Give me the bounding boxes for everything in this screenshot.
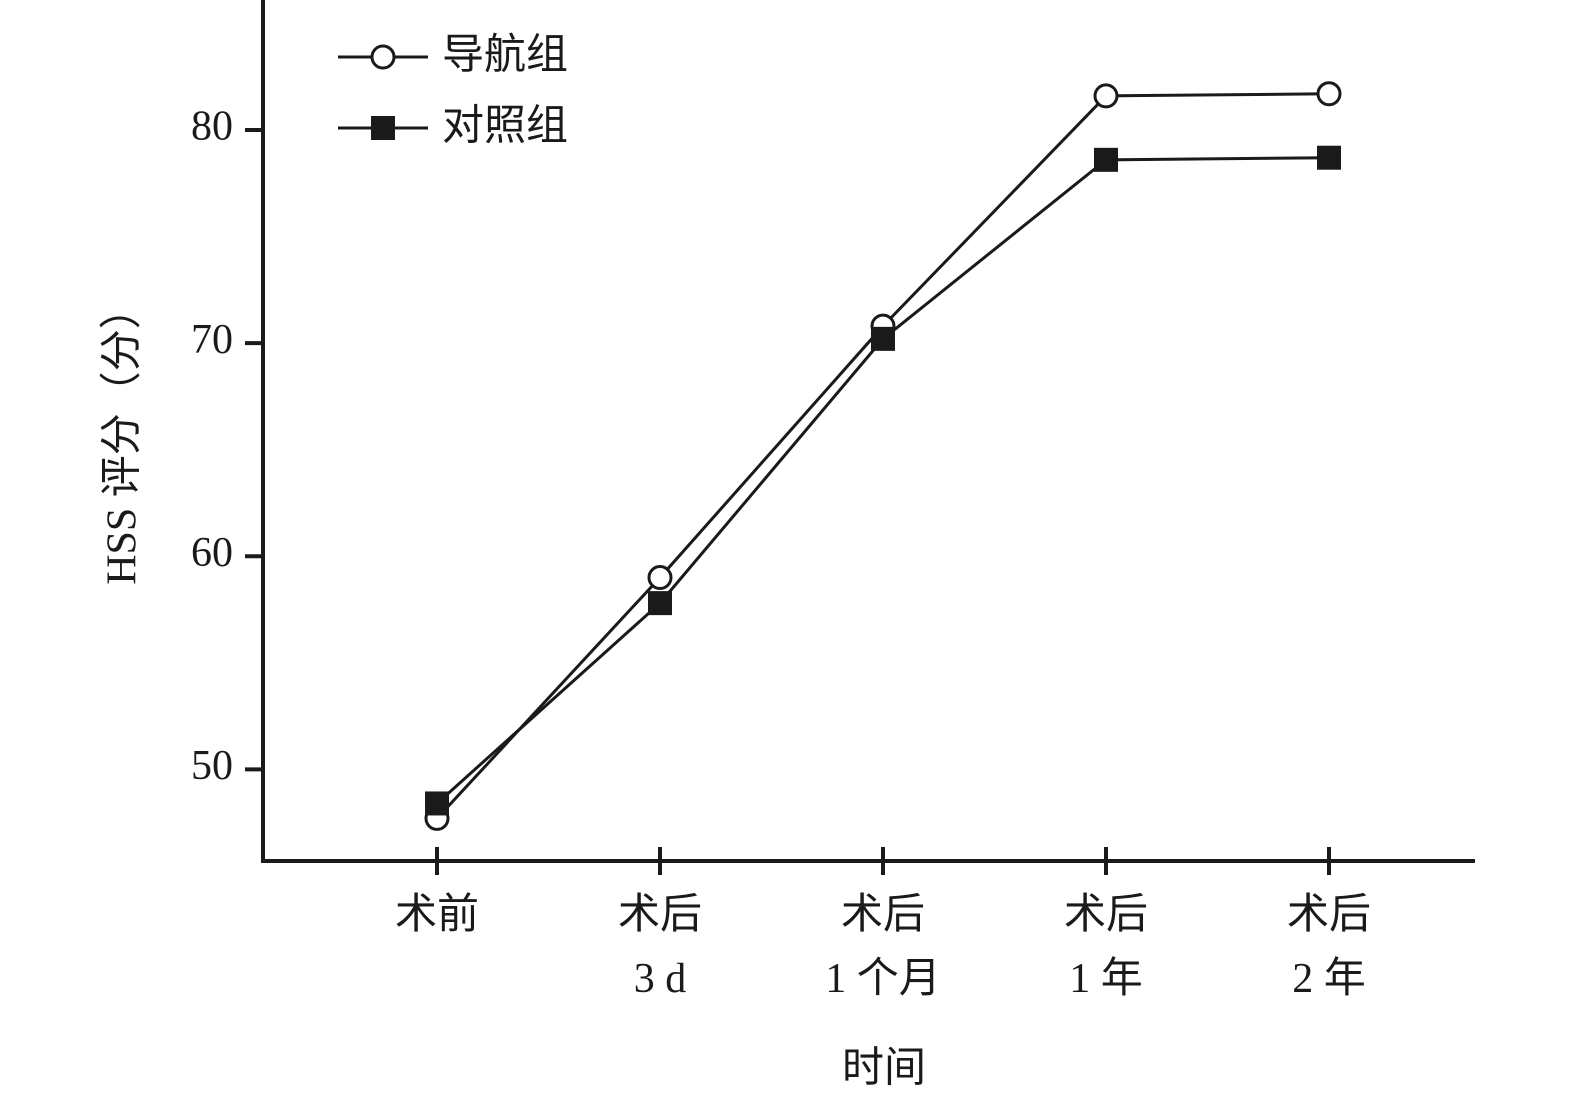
y-tick-label: 50 bbox=[191, 743, 233, 789]
point bbox=[1094, 147, 1118, 172]
x-tick-label: 术后 2 年 bbox=[1287, 892, 1371, 1002]
series-line bbox=[435, 92, 1330, 820]
y-tick-label: 70 bbox=[191, 317, 233, 363]
point bbox=[1316, 81, 1342, 107]
x-tick-label-line: 术后 bbox=[841, 892, 925, 938]
x-tick-label-line: 术后 bbox=[1064, 892, 1148, 938]
x-tick-label-line: 术后 bbox=[1287, 892, 1371, 938]
x-tick-label-line: 术后 bbox=[618, 892, 702, 938]
x-tick-label: 术前 bbox=[395, 892, 479, 938]
x-tick-label: 术后 1 个月 bbox=[825, 892, 941, 1002]
point bbox=[371, 116, 395, 140]
point bbox=[648, 591, 672, 616]
x-tick-label-line: 术前 bbox=[395, 892, 479, 938]
y-tick-label: 60 bbox=[191, 530, 233, 576]
x-tick-label: 术后 3 d bbox=[618, 892, 702, 1002]
x-tick-label-line: 1 年 bbox=[1069, 955, 1143, 1002]
point bbox=[1093, 83, 1119, 109]
x-tick-label-line: 2 年 bbox=[1292, 955, 1366, 1002]
y-axis-label: HSS 评分（分） bbox=[100, 287, 146, 585]
x-tick-label-line: 3 d bbox=[634, 956, 687, 1002]
y-tick-label: 80 bbox=[191, 104, 233, 150]
point bbox=[370, 44, 396, 70]
legend-label: 对照组 bbox=[442, 101, 568, 150]
point bbox=[647, 565, 673, 591]
x-tick-label-line: 1 个月 bbox=[825, 956, 941, 1002]
point bbox=[1317, 145, 1341, 170]
point bbox=[425, 791, 449, 816]
point bbox=[871, 326, 895, 351]
series-line bbox=[435, 156, 1330, 805]
x-tick-label: 术后 1 年 bbox=[1064, 892, 1148, 1002]
x-axis-label: 时间 bbox=[842, 1046, 926, 1092]
legend-label: 导航组 bbox=[442, 30, 568, 79]
